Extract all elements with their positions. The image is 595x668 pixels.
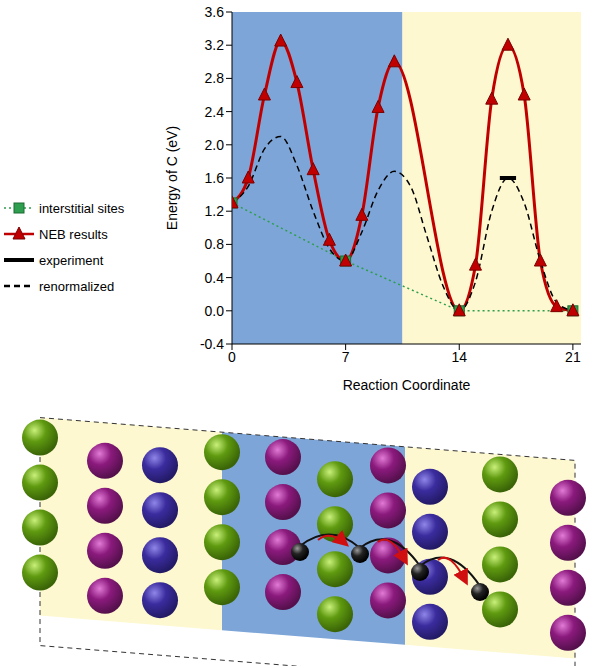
- html-text:renormalized: renormalized: [39, 278, 115, 294]
- svg-text:0.0: 0.0: [205, 303, 225, 319]
- svg-text:0.8: 0.8: [205, 236, 225, 252]
- svg-text:Energy of C (eV): Energy of C (eV): [164, 126, 180, 230]
- svg-text:2.8: 2.8: [205, 70, 225, 86]
- html-text:NEB results: NEB results: [39, 226, 108, 242]
- svg-text:2.4: 2.4: [205, 104, 225, 120]
- svg-text:3.2: 3.2: [205, 37, 225, 53]
- svg-text:7: 7: [342, 349, 350, 365]
- svg-text:21: 21: [565, 349, 581, 365]
- svg-text:1.6: 1.6: [205, 170, 225, 186]
- svg-text:0: 0: [228, 349, 236, 365]
- html-text:interstitial sites: interstitial sites: [39, 200, 125, 216]
- svg-text:3.6: 3.6: [205, 4, 225, 20]
- svg-text:Reaction Coordinate: Reaction Coordinate: [343, 377, 471, 393]
- svg-text:2.0: 2.0: [205, 137, 225, 153]
- html-text:experiment: experiment: [39, 252, 104, 268]
- svg-text:0.4: 0.4: [205, 270, 225, 286]
- svg-text:-0.4: -0.4: [200, 336, 224, 352]
- svg-text:1.2: 1.2: [205, 203, 225, 219]
- svg-text:14: 14: [451, 349, 467, 365]
